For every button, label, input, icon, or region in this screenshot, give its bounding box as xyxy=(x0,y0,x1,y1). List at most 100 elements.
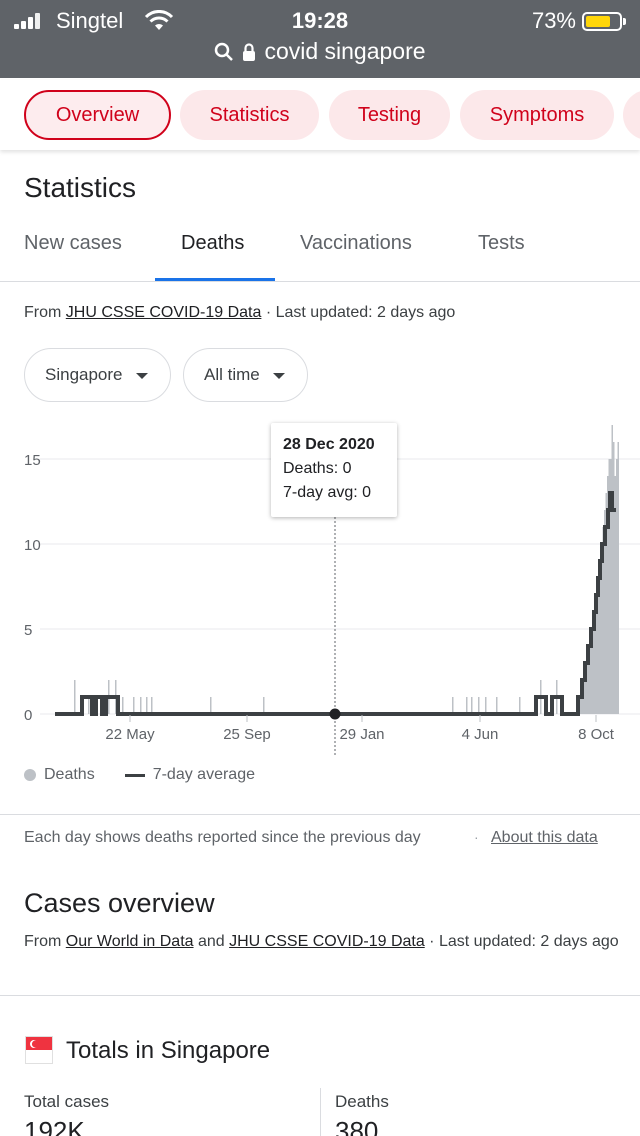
deaths-bar xyxy=(610,459,612,714)
active-tab-indicator xyxy=(155,278,275,281)
deaths-bar xyxy=(133,697,135,714)
chart-footnote: Each day shows deaths reported since the… xyxy=(24,829,421,846)
y-tick-label: 0 xyxy=(24,707,32,724)
chip-next-partial[interactable] xyxy=(623,90,640,140)
time-range-dropdown[interactable]: All time xyxy=(183,348,308,402)
deaths-bar xyxy=(146,697,148,714)
search-icon xyxy=(215,42,234,61)
chart-tooltip: 28 Dec 2020 Deaths: 0 7-day avg: 0 xyxy=(271,423,397,517)
chart-legend: Deaths 7-day average xyxy=(24,766,255,784)
chart-y-tick-labels: 15 10 5 0 xyxy=(24,452,41,724)
tooltip-deaths: Deaths: 0 xyxy=(283,460,352,477)
tooltip-avg: 7-day avg: 0 xyxy=(283,484,372,501)
tab-deaths[interactable]: Deaths xyxy=(181,232,245,254)
region-dropdown-value: Singapore xyxy=(45,365,123,384)
singapore-flag-icon xyxy=(25,1036,53,1064)
deaths-bar xyxy=(210,697,212,714)
deaths-bar xyxy=(613,442,615,714)
deaths-bar xyxy=(605,493,607,714)
tab-tests[interactable]: Tests xyxy=(478,232,525,254)
y-tick-label: 10 xyxy=(24,537,41,554)
deaths-bar xyxy=(581,697,583,714)
deaths-bar xyxy=(593,612,595,714)
deaths-bar xyxy=(587,663,589,714)
deaths-bar xyxy=(617,442,619,714)
deaths-bar xyxy=(485,697,487,714)
total-cases-label: Total cases xyxy=(24,1092,110,1111)
x-tick-label: 25 Sep xyxy=(223,726,271,743)
deaths-bar xyxy=(596,578,598,714)
deaths-bar xyxy=(586,663,588,714)
jhu-link[interactable]: JHU CSSE COVID-19 Data xyxy=(229,933,425,950)
deaths-bar xyxy=(88,697,90,714)
deaths-bar xyxy=(496,697,498,714)
wifi-icon xyxy=(144,10,174,30)
address-bar[interactable]: covid singapore xyxy=(0,38,640,70)
battery-percent: 73% xyxy=(531,8,576,33)
deaths-bar xyxy=(452,697,454,714)
deaths-bar xyxy=(602,527,604,714)
total-cases-value: 192K xyxy=(24,1116,85,1136)
deaths-bar xyxy=(590,646,592,714)
deaths-bar xyxy=(595,595,597,714)
deaths-bar xyxy=(589,646,591,714)
avg-legend-swatch xyxy=(124,773,145,777)
x-tick-label: 4 Jun xyxy=(462,726,499,743)
statistics-tabs: New cases Deaths Vaccinations Tests xyxy=(0,220,640,282)
deaths-bar xyxy=(616,459,618,714)
deaths-legend-swatch xyxy=(24,769,36,781)
deaths-bar xyxy=(151,697,153,714)
tooltip-date: 28 Dec 2020 xyxy=(283,436,375,453)
owid-link[interactable]: Our World in Data xyxy=(65,933,194,950)
jhu-source-link[interactable]: JHU CSSE COVID-19 Data xyxy=(65,304,262,321)
deaths-chart[interactable]: 15 10 5 0 22 May 25 Sep 29 Jan 4 Jun 8 Oct xyxy=(0,415,640,760)
legend-deaths: Deaths xyxy=(44,766,95,783)
deaths-bar xyxy=(584,680,586,714)
stat-divider xyxy=(320,1088,321,1136)
divider xyxy=(0,995,640,996)
browser-top-bar: Singtel 19:28 73% covid singapore xyxy=(0,0,640,78)
deaths-bar xyxy=(611,425,613,714)
caret-down-icon xyxy=(273,373,285,379)
cases-overview-source: From Our World in Data and JHU CSSE COVI… xyxy=(24,933,619,950)
signal-icon xyxy=(14,13,48,29)
chip-symptoms[interactable]: Symptoms xyxy=(460,90,614,140)
deaths-bar xyxy=(140,697,142,714)
deaths-bar xyxy=(580,697,582,714)
tab-vaccinations[interactable]: Vaccinations xyxy=(300,232,412,254)
battery-icon xyxy=(582,12,626,31)
status-bar: Singtel 19:28 73% xyxy=(0,6,640,36)
time-range-dropdown-value: All time xyxy=(204,365,260,384)
deaths-total-value: 380 xyxy=(335,1116,379,1136)
deaths-bar xyxy=(601,544,603,714)
topic-chip-bar: Overview Statistics Testing Symptoms xyxy=(0,80,640,150)
y-tick-label: 15 xyxy=(24,452,41,469)
deaths-bar xyxy=(608,459,610,714)
deaths-bar xyxy=(614,476,616,714)
deaths-bar xyxy=(263,697,265,714)
statistics-title: Statistics xyxy=(24,172,137,203)
deaths-bar xyxy=(519,697,521,714)
deaths-bar xyxy=(598,578,600,714)
x-tick-label: 8 Oct xyxy=(578,726,615,743)
deaths-bar xyxy=(466,697,468,714)
tab-new-cases[interactable]: New cases xyxy=(24,232,122,254)
about-this-data-link[interactable]: About this data xyxy=(491,829,598,846)
x-tick-label: 29 Jan xyxy=(339,726,384,743)
caret-down-icon xyxy=(136,373,148,379)
carrier-name: Singtel xyxy=(56,8,124,33)
deaths-bar xyxy=(471,697,473,714)
separator-dot: · xyxy=(474,829,479,845)
x-tick-label: 22 May xyxy=(105,726,155,743)
totals-title: Totals in Singapore xyxy=(66,1037,271,1064)
deaths-bar xyxy=(604,510,606,714)
region-dropdown[interactable]: Singapore xyxy=(24,348,171,402)
deaths-bar xyxy=(478,697,480,714)
cases-overview-title: Cases overview xyxy=(24,888,215,918)
chip-overview[interactable]: Overview xyxy=(24,90,171,140)
chip-statistics[interactable]: Statistics xyxy=(180,90,319,140)
deaths-bar xyxy=(122,697,124,714)
divider xyxy=(0,814,640,815)
chip-testing[interactable]: Testing xyxy=(329,90,450,140)
legend-avg: 7-day average xyxy=(152,766,255,783)
